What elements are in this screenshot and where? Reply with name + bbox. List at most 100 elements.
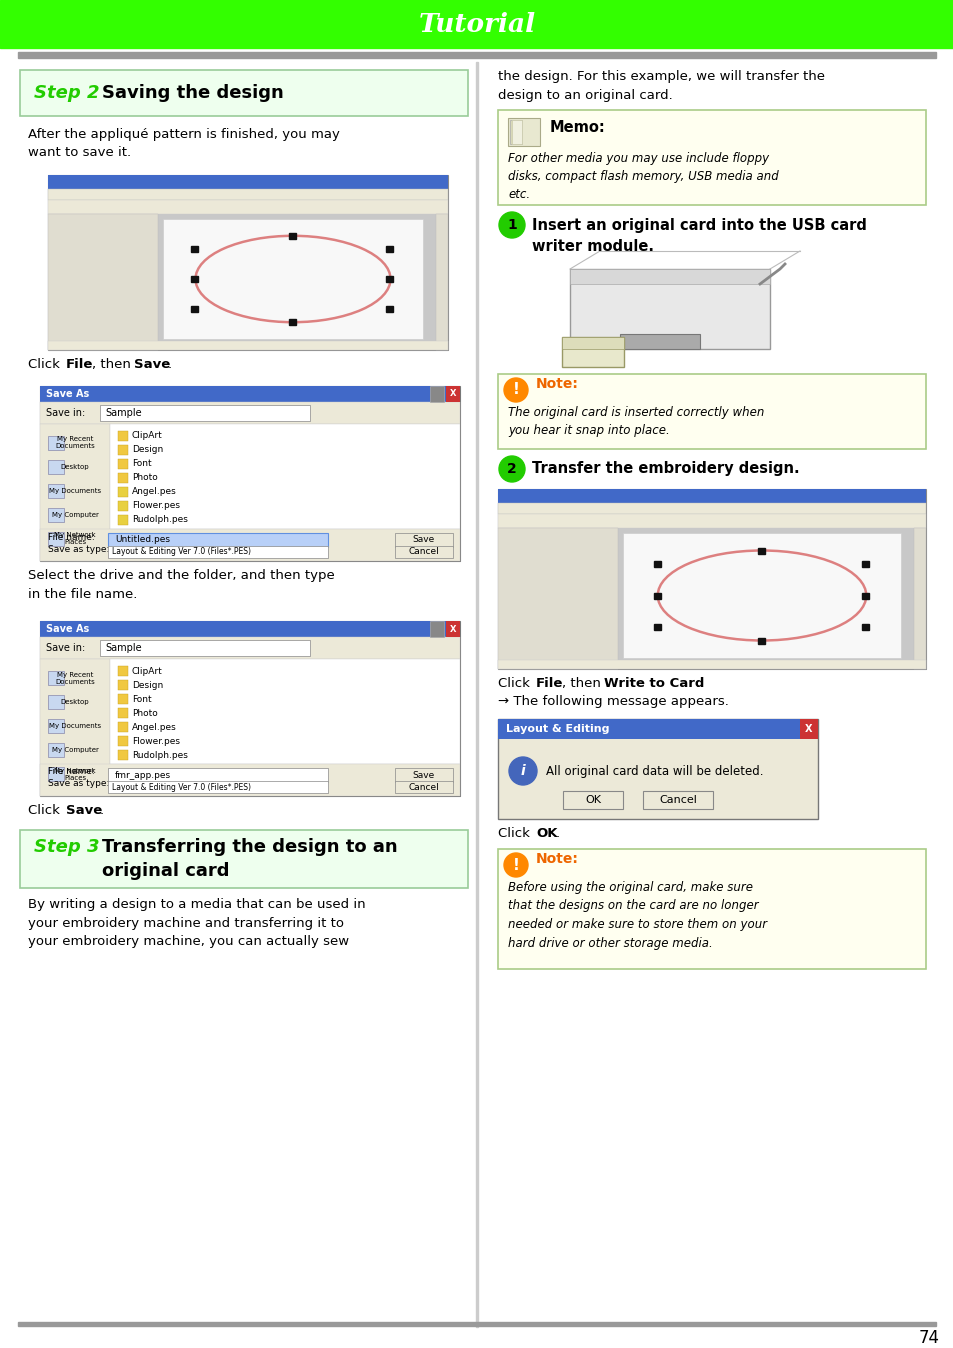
Bar (118, 515, 128, 524)
Bar (653, 561, 660, 568)
Bar (48, 341, 448, 350)
Text: Click: Click (28, 359, 64, 371)
Text: Desktop: Desktop (61, 464, 90, 470)
Bar (118, 749, 128, 760)
Bar (497, 849, 925, 969)
Text: My Documents: My Documents (49, 723, 101, 729)
Text: Sample: Sample (105, 408, 141, 418)
Bar (48, 175, 448, 189)
Bar (758, 547, 764, 554)
Bar (497, 489, 925, 503)
Bar (497, 503, 925, 514)
Bar (653, 593, 660, 599)
Bar (108, 546, 328, 558)
Bar (862, 624, 868, 630)
Bar (20, 70, 468, 116)
Bar (40, 764, 459, 797)
Bar (497, 489, 925, 669)
Text: After the appliqué pattern is finished, you may
want to save it.: After the appliqué pattern is finished, … (28, 128, 339, 159)
Bar (40, 528, 459, 561)
Text: Design: Design (132, 681, 163, 689)
Text: !: ! (512, 383, 518, 398)
Text: 2: 2 (507, 462, 517, 476)
Bar (386, 276, 393, 282)
Circle shape (503, 853, 527, 878)
Bar (395, 546, 453, 558)
Text: Note:: Note: (536, 377, 578, 391)
Text: Font: Font (132, 460, 152, 469)
Text: OK: OK (584, 795, 600, 805)
Text: The original card is inserted correctly when
you hear it snap into place.: The original card is inserted correctly … (507, 406, 763, 437)
Bar (653, 624, 660, 630)
Text: , then: , then (561, 677, 604, 690)
Text: Layout & Editing Ver 7.0 (Files*.PES): Layout & Editing Ver 7.0 (Files*.PES) (112, 782, 251, 791)
Bar (561, 337, 623, 367)
Text: X: X (804, 724, 812, 735)
Text: File name:: File name: (48, 532, 94, 542)
Text: Photo: Photo (132, 473, 157, 483)
Text: Before using the original card, make sure
that the designs on the card are no lo: Before using the original card, make sur… (507, 882, 766, 949)
Text: My Computer: My Computer (51, 747, 98, 754)
Bar (0, 0, 953, 49)
Text: Save: Save (133, 359, 170, 371)
Text: Design: Design (132, 445, 163, 454)
Bar (118, 708, 128, 718)
Bar (118, 487, 128, 497)
Text: Save As: Save As (46, 624, 90, 634)
Bar (40, 386, 459, 561)
Text: Cancel: Cancel (659, 795, 697, 805)
Text: Save: Save (66, 803, 102, 817)
Bar (118, 736, 128, 745)
Text: ClipArt: ClipArt (132, 431, 163, 441)
Bar (118, 460, 128, 469)
Text: Flower.pes: Flower.pes (132, 501, 180, 511)
Bar (48, 200, 448, 214)
Bar (562, 791, 622, 809)
Text: Rudolph.pes: Rudolph.pes (132, 515, 188, 524)
Bar (40, 621, 459, 797)
Bar (48, 696, 64, 709)
Bar (40, 386, 459, 402)
Bar (48, 508, 64, 522)
Text: Cancel: Cancel (408, 782, 439, 791)
Text: 74: 74 (918, 1329, 939, 1347)
Bar (108, 768, 328, 782)
Text: Click: Click (497, 677, 534, 690)
Text: Save: Save (413, 535, 435, 545)
Text: Desktop: Desktop (61, 700, 90, 705)
Bar (118, 431, 128, 441)
Text: Cancel: Cancel (408, 547, 439, 557)
Bar (48, 743, 64, 758)
Bar (395, 768, 453, 782)
Text: Flower.pes: Flower.pes (132, 736, 180, 745)
Bar (108, 532, 328, 547)
Text: Angel.pes: Angel.pes (132, 488, 176, 496)
Text: .: . (556, 828, 559, 840)
Text: Layout & Editing: Layout & Editing (505, 724, 609, 735)
Text: Step 3: Step 3 (34, 838, 99, 856)
Circle shape (498, 212, 524, 239)
Text: → The following message appears.: → The following message appears. (497, 696, 728, 708)
Bar (569, 270, 769, 349)
Text: Click: Click (497, 828, 534, 840)
Bar (476, 62, 477, 1326)
Bar (913, 528, 925, 669)
Text: My Computer: My Computer (51, 512, 98, 518)
Bar (118, 445, 128, 456)
Bar (118, 666, 128, 675)
Bar (118, 501, 128, 511)
Bar (48, 767, 64, 780)
Text: Layout & Editing Ver 7.0 (Files*.PES): Layout & Editing Ver 7.0 (Files*.PES) (112, 547, 251, 557)
Text: Select the drive and the folder, and then type
in the file name.: Select the drive and the folder, and the… (28, 569, 335, 600)
Bar (507, 119, 539, 146)
Text: Save as type:: Save as type: (48, 545, 110, 554)
Bar (48, 532, 64, 546)
Bar (386, 306, 393, 313)
Text: Untitled.pes: Untitled.pes (115, 535, 170, 545)
Text: Rudolph.pes: Rudolph.pes (132, 751, 188, 759)
Bar (48, 671, 64, 685)
Text: .: . (168, 359, 172, 371)
Circle shape (503, 377, 527, 402)
Bar (430, 386, 443, 402)
Text: 1: 1 (507, 218, 517, 232)
